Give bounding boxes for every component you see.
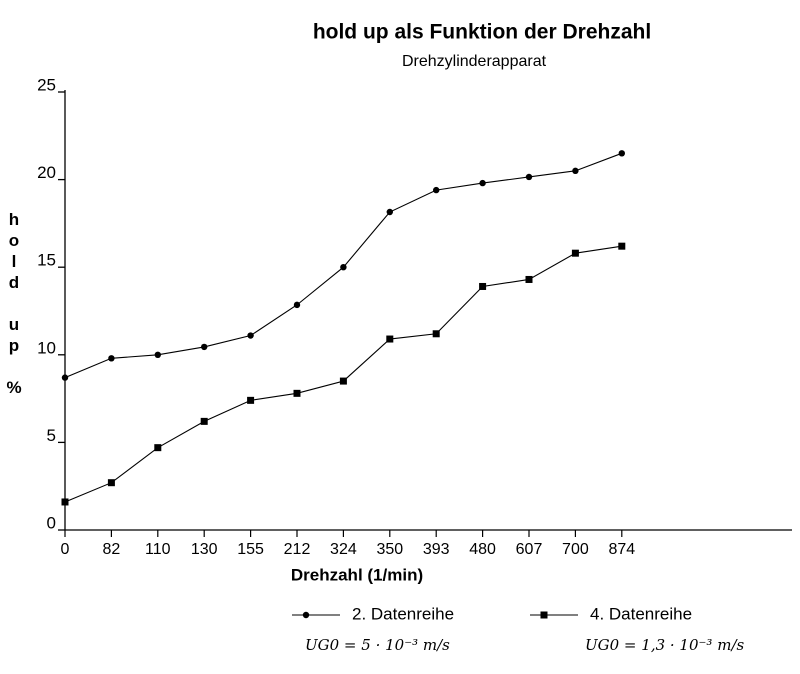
legend-marker [302,611,310,619]
x-tick-label: 110 [145,541,171,558]
x-tick-label: 480 [469,541,496,558]
data-point [293,389,301,397]
y-axis-label: hold up % [5,210,24,399]
x-tick-label: 350 [376,541,403,558]
x-axis-label: Drehzahl (1/min) [291,565,423,584]
data-point [154,351,161,358]
x-tick-label: 874 [608,541,635,558]
y-tick-label: 0 [47,513,56,532]
x-tick-label: 0 [61,541,70,558]
data-point [108,355,115,362]
data-point [525,275,533,283]
y-tick-label: 15 [37,251,56,270]
data-point [479,179,486,187]
data-point [61,374,69,381]
data-point [339,377,347,385]
data-point [340,264,347,271]
chart-subtitle: Drehzylinderapparat [402,53,547,70]
x-tick-label: 393 [423,541,450,558]
data-point [618,150,625,157]
y-tick-label: 25 [37,75,56,94]
x-tick-label: 82 [103,541,121,558]
y-tick-label: 5 [47,426,56,445]
x-tick-label: 212 [284,541,311,558]
data-point [432,330,440,338]
annotation: UG0 = 5 · 10⁻³ m/s [305,636,450,654]
data-point [154,444,162,452]
data-point [61,498,69,506]
x-tick-label: 324 [330,541,357,558]
x-tick-label: 700 [562,541,589,558]
data-point [618,242,626,250]
annotation: UG0 = 1,3 · 10⁻³ m/s [585,636,744,654]
data-point [293,301,301,309]
legend-label: 2. Datenreihe [352,604,454,623]
x-tick-label: 155 [237,541,264,558]
x-tick-label: 607 [516,541,543,558]
data-point [571,249,579,257]
data-point [479,282,487,290]
data-point [572,167,579,175]
x-tick-label: 130 [191,541,218,558]
legend-marker [540,611,548,619]
data-point [386,335,394,343]
data-point [247,396,255,404]
chart-title: hold up als Funktion der Drehzahl [313,21,651,44]
data-point [525,173,533,181]
data-point [201,343,208,351]
data-point [433,186,440,194]
data-point [107,479,115,487]
data-point [247,332,254,339]
y-tick-label: 10 [37,338,56,357]
data-point [200,417,208,425]
y-tick-label: 20 [37,163,56,182]
legend-label: 4. Datenreihe [590,604,692,623]
data-point [386,208,393,216]
